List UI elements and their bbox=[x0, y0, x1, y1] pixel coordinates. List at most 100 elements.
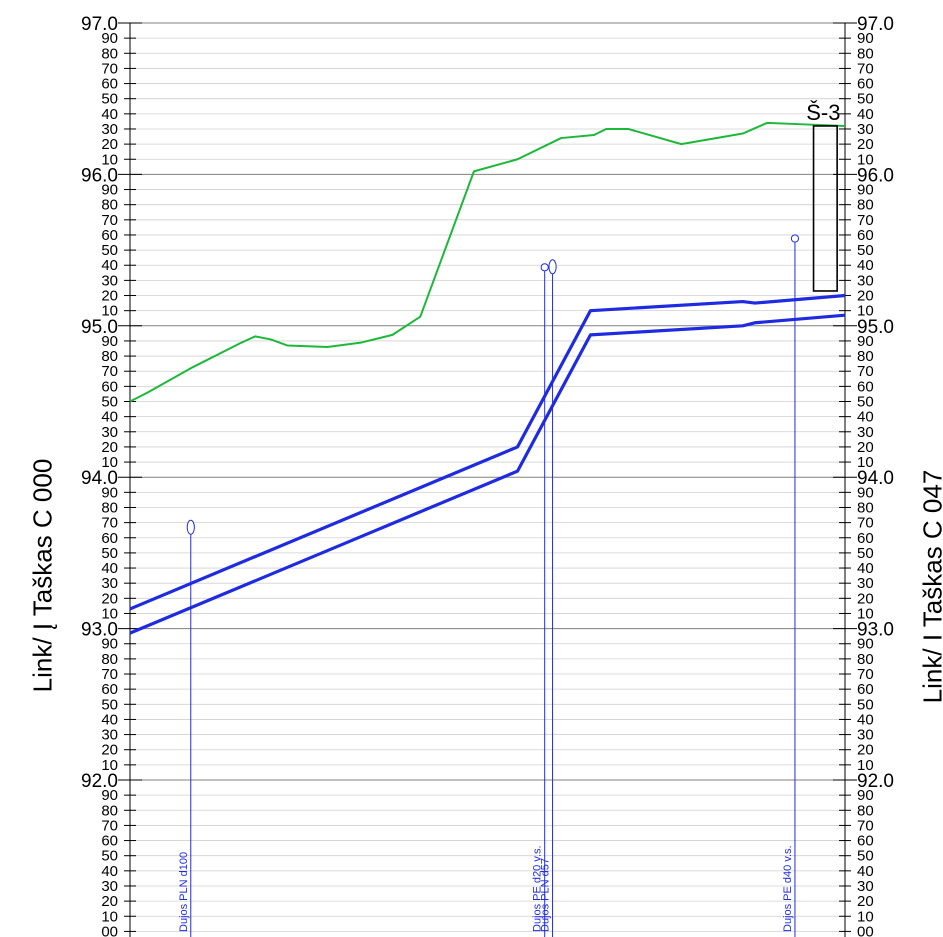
right-minor-label: 40 bbox=[857, 711, 874, 728]
right-minor-label: 40 bbox=[857, 863, 874, 880]
right-minor-label: 70 bbox=[857, 817, 874, 834]
utility-marker-icon bbox=[790, 234, 800, 243]
right-minor-label: 50 bbox=[857, 848, 874, 865]
left-minor-label: 90 bbox=[101, 30, 118, 47]
utility-marker-icon bbox=[186, 519, 195, 535]
left-minor-label: 60 bbox=[101, 833, 118, 850]
left-major-label: 92.0 bbox=[81, 771, 118, 792]
left-minor-label: 20 bbox=[101, 439, 118, 456]
right-minor-label: 60 bbox=[857, 530, 874, 547]
left-minor-label: 10 bbox=[101, 908, 118, 925]
right-minor-label: 90 bbox=[857, 182, 874, 199]
left-minor-label: 80 bbox=[101, 651, 118, 668]
right-minor-label: 60 bbox=[857, 76, 874, 93]
left-minor-label: 80 bbox=[101, 499, 118, 516]
left-minor-label: 60 bbox=[101, 378, 118, 395]
left-minor-label: 70 bbox=[101, 363, 118, 380]
left-minor-label: 50 bbox=[101, 696, 118, 713]
right-minor-label: 90 bbox=[857, 333, 874, 350]
utility-marker-icon bbox=[548, 259, 557, 275]
left-minor-label: 40 bbox=[101, 863, 118, 880]
left-minor-label: 20 bbox=[101, 136, 118, 153]
left-minor-label: 70 bbox=[101, 60, 118, 77]
right-minor-label: 30 bbox=[857, 878, 874, 895]
left-minor-label: 80 bbox=[101, 45, 118, 62]
elevation-axes: 92.0 92.0 93.0 93.0 94.0 94.0 95.0 95.0 96.0 96.0… bbox=[81, 14, 894, 937]
right-minor-label: 30 bbox=[857, 121, 874, 138]
well-rect bbox=[812, 125, 838, 292]
left-minor-label: 80 bbox=[101, 197, 118, 214]
left-minor-label: 10 bbox=[101, 605, 118, 622]
right-minor-label: 80 bbox=[857, 499, 874, 516]
left-minor-label: 90 bbox=[101, 484, 118, 501]
right-minor-label: 40 bbox=[857, 257, 874, 274]
right-minor-label: 80 bbox=[857, 348, 874, 365]
right-major-label: 92.0 bbox=[857, 771, 894, 792]
left-minor-label: 20 bbox=[101, 742, 118, 759]
utility-crossings: Dujos PLN d100 Dujos PE d20 v.s.Dujos PLN… bbox=[178, 234, 800, 937]
left-minor-label: 90 bbox=[101, 333, 118, 350]
right-minor-label: 10 bbox=[857, 303, 874, 320]
right-minor-label: 80 bbox=[857, 45, 874, 62]
well-label: Š-3 bbox=[806, 100, 840, 125]
left-major-label: 97.0 bbox=[81, 14, 118, 35]
right-minor-label: 30 bbox=[857, 424, 874, 441]
right-point-title: Link/ I Taškas C 047 bbox=[917, 469, 943, 704]
left-minor-label: 60 bbox=[101, 530, 118, 547]
right-minor-label: 70 bbox=[857, 60, 874, 77]
right-major-label: 96.0 bbox=[857, 165, 894, 186]
right-minor-label: 90 bbox=[857, 636, 874, 653]
right-minor-label: 50 bbox=[857, 242, 874, 259]
left-minor-label: 40 bbox=[101, 106, 118, 123]
right-minor-label: 80 bbox=[857, 651, 874, 668]
right-major-label: 93.0 bbox=[857, 620, 894, 641]
grid-lines bbox=[130, 22, 845, 932]
left-minor-label: 30 bbox=[101, 272, 118, 289]
right-minor-label: 50 bbox=[857, 91, 874, 108]
left-minor-label: 20 bbox=[101, 893, 118, 910]
utility-label: Dujos PLN d100 bbox=[178, 852, 190, 932]
left-minor-label: 40 bbox=[101, 409, 118, 426]
left-minor-label: 90 bbox=[101, 182, 118, 199]
right-minor-label: 20 bbox=[857, 288, 874, 305]
left-major-label: 95.0 bbox=[81, 317, 118, 338]
right-minor-label: 30 bbox=[857, 272, 874, 289]
right-minor-label: 00 bbox=[857, 923, 874, 937]
pipe-bottom-line bbox=[129, 313, 846, 635]
right-minor-label: 70 bbox=[857, 666, 874, 683]
right-minor-label: 90 bbox=[857, 30, 874, 47]
left-minor-label: 60 bbox=[101, 681, 118, 698]
right-minor-label: 20 bbox=[857, 893, 874, 910]
right-minor-label: 50 bbox=[857, 545, 874, 562]
right-minor-label: 50 bbox=[857, 696, 874, 713]
pipe-top-line bbox=[129, 293, 846, 611]
left-minor-label: 70 bbox=[101, 817, 118, 834]
right-minor-label: 80 bbox=[857, 197, 874, 214]
left-minor-label: 50 bbox=[101, 848, 118, 865]
right-minor-label: 70 bbox=[857, 515, 874, 532]
right-minor-label: 50 bbox=[857, 394, 874, 411]
utility-marker-icon bbox=[540, 263, 549, 272]
right-minor-label: 10 bbox=[857, 454, 874, 471]
left-minor-label: 00 bbox=[101, 923, 118, 937]
left-minor-label: 10 bbox=[101, 303, 118, 320]
left-minor-label: 30 bbox=[101, 121, 118, 138]
right-minor-label: 80 bbox=[857, 802, 874, 819]
right-minor-label: 40 bbox=[857, 560, 874, 577]
ground-line bbox=[129, 121, 846, 403]
right-minor-label: 20 bbox=[857, 439, 874, 456]
left-minor-label: 80 bbox=[101, 348, 118, 365]
left-minor-label: 20 bbox=[101, 590, 118, 607]
left-minor-label: 90 bbox=[101, 636, 118, 653]
right-minor-label: 90 bbox=[857, 484, 874, 501]
left-minor-label: 30 bbox=[101, 424, 118, 441]
right-major-label: 97.0 bbox=[857, 14, 894, 35]
left-minor-label: 40 bbox=[101, 257, 118, 274]
utility-label: Dujos PLN d57 bbox=[540, 858, 552, 932]
left-major-label: 96.0 bbox=[81, 165, 118, 186]
right-minor-label: 30 bbox=[857, 575, 874, 592]
right-minor-label: 60 bbox=[857, 227, 874, 244]
right-minor-label: 70 bbox=[857, 363, 874, 380]
left-major-label: 94.0 bbox=[81, 468, 118, 489]
profile-lines bbox=[129, 121, 846, 635]
